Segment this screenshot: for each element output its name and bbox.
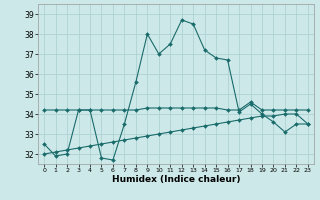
X-axis label: Humidex (Indice chaleur): Humidex (Indice chaleur) bbox=[112, 175, 240, 184]
